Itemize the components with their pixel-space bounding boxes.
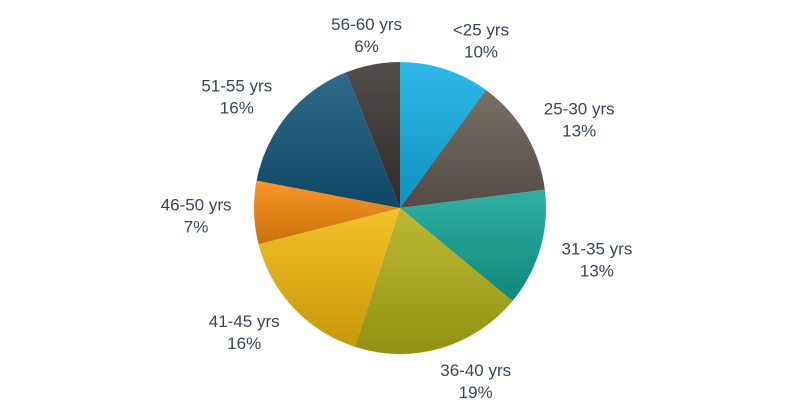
pie-slice-25-30-yrs (400, 89, 545, 208)
slice-label-46-50-yrs: 46-50 yrs 7% (161, 196, 232, 237)
slice-percent-label: 10% (464, 43, 498, 62)
slice-percent-label: 13% (580, 262, 614, 281)
slice-percent-label: 16% (220, 99, 254, 118)
pie-slice-56-60-yrs (346, 61, 400, 208)
pie-slice-36-40-yrs (354, 208, 513, 354)
pie-slice-under-25-yrs (400, 61, 486, 208)
slice-category-label: 51-55 yrs (201, 77, 272, 96)
slice-label-56-60-yrs: 56-60 yrs 6% (331, 15, 402, 56)
pie-slices (254, 61, 547, 354)
slice-label-51-55-yrs: 51-55 yrs 16% (201, 77, 272, 118)
slice-category-label: 56-60 yrs (331, 15, 402, 34)
slice-category-label: 25-30 yrs (544, 99, 615, 118)
slice-percent-label: 6% (354, 37, 379, 56)
slice-label-41-45-yrs: 41-45 yrs 16% (209, 312, 280, 353)
slice-label-under-25-yrs: <25 yrs 10% (453, 21, 509, 62)
slice-category-label: 31-35 yrs (561, 240, 632, 259)
slice-percent-label: 19% (459, 383, 493, 400)
pie-slice-41-45-yrs (258, 208, 400, 347)
slice-category-label: 36-40 yrs (440, 361, 511, 380)
slice-percent-label: 16% (227, 334, 261, 353)
slice-label-31-35-yrs: 31-35 yrs 13% (561, 240, 632, 281)
slice-category-label: 41-45 yrs (209, 312, 280, 331)
slice-category-label: <25 yrs (453, 21, 509, 40)
slice-label-36-40-yrs: 36-40 yrs 19% (440, 361, 511, 400)
pie-labels: <25 yrs 10% 25-30 yrs 13% 31-35 yrs 13% 36-40 … (161, 15, 633, 400)
pie-slice-51-55-yrs (256, 72, 400, 208)
pie-slice-46-50-yrs (254, 180, 400, 245)
slice-percent-label: 13% (562, 121, 596, 140)
slice-category-label: 46-50 yrs (161, 196, 232, 215)
slice-label-25-30-yrs: 25-30 yrs 13% (544, 99, 615, 140)
pie-slice-31-35-yrs (400, 189, 547, 302)
slice-percent-label: 7% (184, 218, 209, 237)
